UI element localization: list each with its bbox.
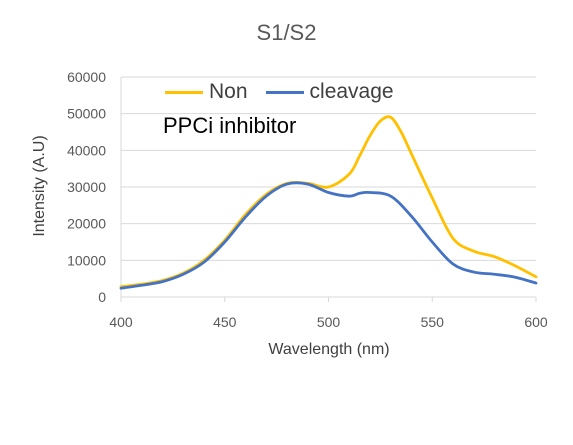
chart-annotation: PPCi inhibitor [163,113,297,138]
x-tick-label-2: 500 [317,314,341,330]
series-line-cleavage [119,181,538,290]
y-tick-labels: 0 10000 20000 30000 40000 50000 60000 [67,69,106,305]
legend-swatch-non [165,90,203,94]
legend: Non cleavage [165,80,412,104]
y-tick-label-1: 10000 [67,252,106,268]
y-tick-label-5: 50000 [67,106,106,122]
x-tick-label-0: 400 [109,314,133,330]
legend-item-cleavage: cleavage [265,80,394,104]
series-line-Non [119,115,538,289]
legend-label-non: Non [209,80,248,103]
legend-label-cleavage: cleavage [309,80,394,103]
gridlines [121,76,536,261]
legend-item-non: Non [165,80,248,104]
y-tick-label-6: 60000 [67,69,106,85]
x-tick-labels: 400 450 500 550 600 [109,314,548,330]
y-tick-label-0: 0 [98,289,106,305]
x-tick-label-4: 600 [524,314,548,330]
chart-title: S1/S2 [256,20,317,45]
y-tick-label-3: 30000 [67,179,106,195]
x-tick-label-1: 450 [213,314,237,330]
y-tick-label-2: 20000 [67,216,106,232]
series-lines [119,115,538,290]
y-tick-label-4: 40000 [67,142,106,158]
x-tick-label-3: 550 [421,314,445,330]
legend-swatch-cleavage [265,90,304,94]
axes [120,77,537,302]
x-axis-label: Wavelength (nm) [268,341,390,358]
